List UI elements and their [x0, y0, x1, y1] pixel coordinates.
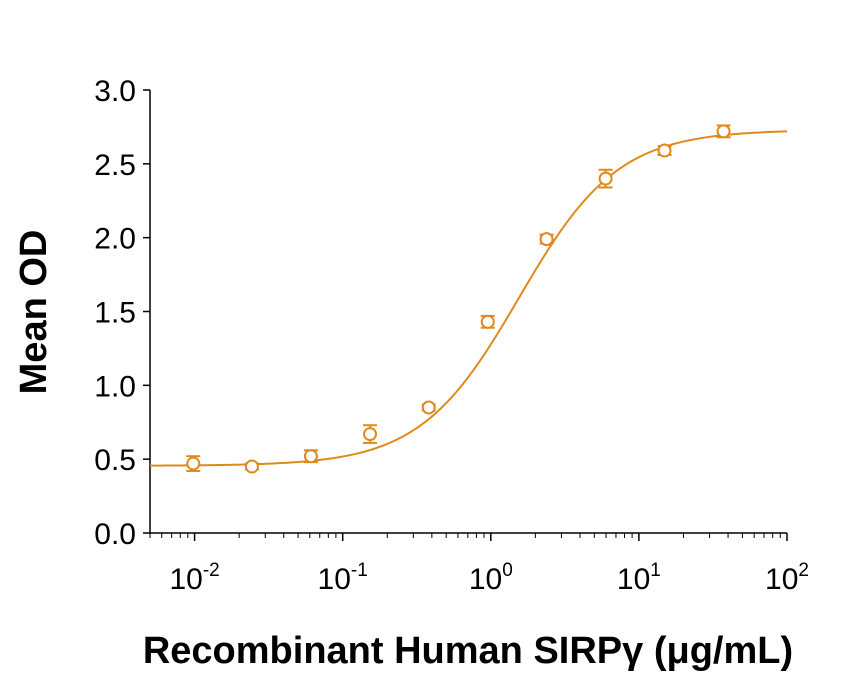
point-marker	[303, 449, 318, 464]
point-marker	[657, 143, 672, 158]
data-point	[303, 449, 318, 464]
x-axis-title: Recombinant Human SIRPγ (μg/mL)	[143, 630, 793, 672]
data-point	[421, 400, 436, 415]
data-point	[244, 459, 259, 474]
point-marker	[480, 314, 495, 329]
x-axis-ticks: 10-2 10-1 100 101 102	[149, 533, 809, 596]
data-point	[657, 143, 672, 158]
x-tick-label: 101	[617, 560, 661, 596]
data-point	[598, 168, 613, 189]
x-tick-label: 100	[469, 560, 513, 596]
point-marker	[539, 232, 554, 247]
y-axis-title: Mean OD	[13, 230, 55, 395]
data-point	[363, 424, 378, 444]
y-tick-label: 2.0	[94, 223, 136, 256]
x-tick-label: 10-2	[169, 560, 219, 596]
point-marker	[716, 124, 731, 139]
data-point	[480, 314, 495, 329]
y-axis-ticks: 0.0 0.5 1.0 1.5 2.0 2.5 3.0	[94, 75, 150, 551]
y-tick-label: 1.0	[94, 370, 136, 403]
fit-curve	[149, 130, 788, 467]
point-marker	[244, 459, 259, 474]
x-tick-label: 102	[765, 560, 809, 596]
point-marker	[598, 171, 613, 186]
x-tick-label: 10-1	[318, 560, 368, 596]
data-points	[186, 124, 731, 474]
y-tick-label: 1.5	[94, 297, 136, 330]
point-marker	[363, 427, 378, 442]
data-point	[716, 124, 731, 139]
point-marker	[421, 400, 436, 415]
data-point	[539, 232, 554, 247]
y-tick-label: 0.5	[94, 444, 136, 477]
y-tick-label: 2.5	[94, 149, 136, 182]
y-tick-label: 0.0	[94, 518, 136, 551]
data-point	[186, 455, 201, 472]
point-marker	[186, 456, 201, 471]
y-tick-label: 3.0	[94, 75, 136, 108]
